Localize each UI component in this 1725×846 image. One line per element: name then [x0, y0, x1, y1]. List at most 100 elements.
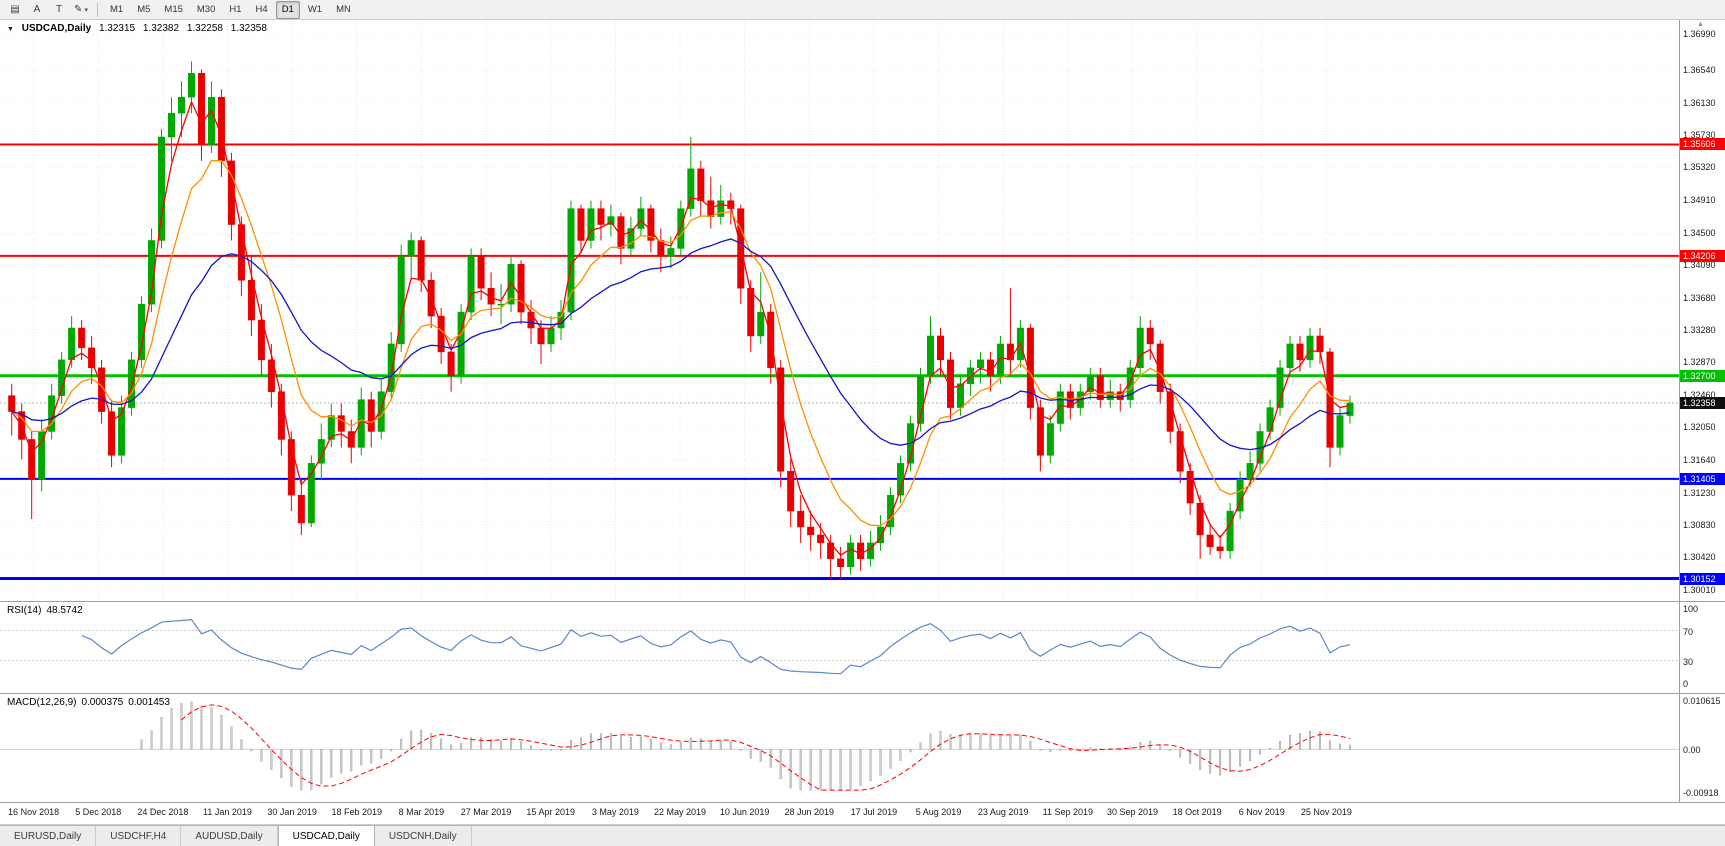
- price-tag-1.34206[interactable]: 1.34206: [1680, 249, 1725, 262]
- ma-fast-line: [11, 100, 1351, 556]
- date-tick-label: 10 Jun 2019: [719, 807, 770, 817]
- quote-low: 1.32258: [186, 23, 223, 34]
- tab-audusd-daily[interactable]: AUDUSD,Daily: [181, 826, 278, 846]
- rsi-plot[interactable]: [0, 602, 1679, 693]
- macd-tick-label: -0.00918: [1683, 788, 1719, 798]
- macd-tick-label: 0.010615: [1683, 696, 1721, 706]
- timeframe-button-m5[interactable]: M5: [137, 3, 151, 15]
- price-tag-1.32700[interactable]: 1.32700: [1680, 369, 1725, 382]
- date-tick-label: 11 Jan 2019: [203, 807, 252, 817]
- tab-usdcnh-daily[interactable]: USDCNH,Daily: [375, 826, 472, 846]
- price-tick-label: 1.30420: [1683, 552, 1716, 563]
- timeframe-group: M1 M5 M15 M30 H1 H4 D1 W1 MN: [103, 0, 358, 19]
- macd-name: MACD(12,26,9): [7, 697, 77, 708]
- date-tick-label: 3 May 2019: [591, 807, 639, 817]
- dropdown-caret-icon: ▾: [84, 6, 88, 14]
- tab-eurusd-daily[interactable]: EURUSD,Daily: [0, 826, 97, 846]
- candlestick-chart[interactable]: [0, 20, 1679, 601]
- tab-usdchf-h4[interactable]: USDCHF,H4: [96, 826, 182, 846]
- price-tick-label: 1.34910: [1683, 194, 1716, 205]
- price-tick-label: 1.36540: [1683, 65, 1716, 76]
- price-tick-label: 1.35730: [1683, 129, 1716, 140]
- price-axis[interactable]: ▲ 1.36990 1.36540 1.36130 1.35730 1.35320 1.3…: [1679, 20, 1725, 601]
- rsi-tick-label: 70: [1683, 626, 1694, 637]
- timeframe-button-mn[interactable]: MN: [336, 3, 351, 15]
- timeframe-button-m30[interactable]: M30: [196, 3, 216, 15]
- date-tick-label: 25 Nov 2019: [1300, 807, 1352, 817]
- price-tick-label: 1.34500: [1683, 227, 1716, 238]
- date-tick-label: 28 Jun 2019: [784, 807, 835, 817]
- quote-high: 1.32382: [142, 23, 180, 34]
- quote-close: 1.32358: [230, 23, 267, 34]
- ma-slow-line: [11, 238, 1351, 451]
- timeframe-button-d1[interactable]: D1: [275, 0, 300, 19]
- candles-layer: [8, 61, 1354, 579]
- date-tick-label: 18 Oct 2019: [1172, 807, 1222, 817]
- timeframe-button-w1[interactable]: W1: [307, 3, 323, 15]
- price-tick-label: 1.34090: [1683, 260, 1716, 271]
- price-tick-label: 1.30830: [1683, 519, 1716, 530]
- rsi-axis[interactable]: 100 70 30 0: [1679, 602, 1725, 693]
- timeframe-button-m1[interactable]: M1: [110, 3, 124, 15]
- macd-signal-line: [181, 704, 1351, 791]
- macd-tick-label: 0.00: [1683, 745, 1701, 756]
- rsi-line: [81, 618, 1351, 675]
- tab-usdcad-daily[interactable]: USDCAD,Daily: [277, 825, 375, 846]
- date-tick-label: 11 Sep 2019: [1042, 807, 1094, 817]
- drawing-tools-group: ▤ A T ✎ ▾: [4, 1, 92, 19]
- price-tick-label: 1.30010: [1683, 584, 1716, 595]
- macd-histogram: [140, 701, 1351, 791]
- chart-symbol-icon[interactable]: ▤: [10, 4, 20, 15]
- price-tag-1.35606[interactable]: 1.35606: [1680, 138, 1725, 151]
- date-tick-label: 6 Nov 2019: [1238, 807, 1285, 817]
- rsi-value: 48.5742: [46, 605, 83, 616]
- axis-scroll-up-icon[interactable]: ▲: [1697, 21, 1704, 28]
- toolbar: ▤ A T ✎ ▾ M1 M5 M15 M30 H1 H4 D1 W1 MN: [0, 0, 1725, 20]
- quote-open: 1.32315: [98, 23, 136, 34]
- chart-symbol-label: USDCAD,Daily: [21, 23, 92, 34]
- macd-pane[interactable]: MACD(12,26,9) 0.000375 0.001453 0.010615 0.…: [0, 694, 1725, 803]
- macd-axis[interactable]: 0.010615 0.00 -0.00918: [1679, 694, 1725, 802]
- timeframe-button-h4[interactable]: H4: [255, 3, 268, 15]
- main-chart-pane[interactable]: ▼ USDCAD,Daily 1.32315 1.32382 1.32258 1…: [0, 20, 1725, 602]
- price-tag-1.31405[interactable]: 1.31405: [1680, 472, 1725, 485]
- cursor-a-icon[interactable]: A: [33, 4, 41, 15]
- current-price-tag: 1.32358: [1680, 396, 1725, 409]
- macd-label: MACD(12,26,9) 0.000375 0.001453: [7, 697, 175, 708]
- date-tick-label: 16 Nov 2018: [8, 807, 60, 817]
- macd-value-main: 0.000375: [81, 697, 124, 708]
- price-tag-1.30152[interactable]: 1.30152: [1680, 572, 1725, 585]
- price-tick-label: 1.35320: [1683, 162, 1716, 173]
- rsi-tick-label: 100: [1683, 604, 1699, 614]
- rsi-label: RSI(14) 48.5742: [7, 605, 88, 616]
- rsi-pane[interactable]: RSI(14) 48.5742 100 70 30 0: [0, 602, 1725, 694]
- timeframe-button-m15[interactable]: M15: [164, 3, 183, 15]
- price-tick-label: 1.32870: [1683, 357, 1716, 368]
- draw-tools-icon[interactable]: ✎ ▾: [74, 4, 88, 15]
- macd-plot[interactable]: [0, 694, 1679, 802]
- date-tick-label: 8 Mar 2019: [398, 807, 445, 817]
- price-tick-label: 1.36990: [1683, 29, 1716, 40]
- date-tick-label: 27 Mar 2019: [460, 807, 512, 817]
- date-tick-label: 17 Jul 2019: [850, 807, 898, 817]
- ma-mid-line: [11, 160, 1351, 527]
- rsi-tick-label: 0: [1683, 679, 1689, 689]
- date-tick-label: 23 Aug 2019: [977, 807, 1029, 817]
- rsi-name: RSI(14): [7, 605, 42, 616]
- price-tick-label: 1.36130: [1683, 97, 1716, 108]
- time-axis[interactable]: 16 Nov 2018 5 Dec 2018 24 Dec 2018 11 Jan 2…: [0, 803, 1725, 825]
- date-tick-label: 18 Feb 2019: [331, 807, 383, 817]
- price-tick-label: 1.31640: [1683, 455, 1716, 466]
- date-tick-label: 5 Aug 2019: [915, 807, 962, 817]
- toolbar-separator: [97, 2, 98, 17]
- price-tick-label: 1.33680: [1683, 292, 1716, 303]
- macd-value-signal: 0.001453: [128, 697, 170, 708]
- price-tick-label: 1.31230: [1683, 487, 1716, 498]
- text-frame-icon[interactable]: T: [55, 4, 63, 15]
- date-tick-label: 5 Dec 2018: [75, 807, 122, 817]
- timeframe-button-h1[interactable]: H1: [229, 3, 242, 15]
- price-tick-label: 1.32460: [1683, 389, 1716, 400]
- rsi-tick-label: 30: [1683, 656, 1694, 667]
- horizontal-lines-layer[interactable]: [0, 143, 1679, 581]
- chart-dropdown-icon[interactable]: ▼: [7, 26, 14, 33]
